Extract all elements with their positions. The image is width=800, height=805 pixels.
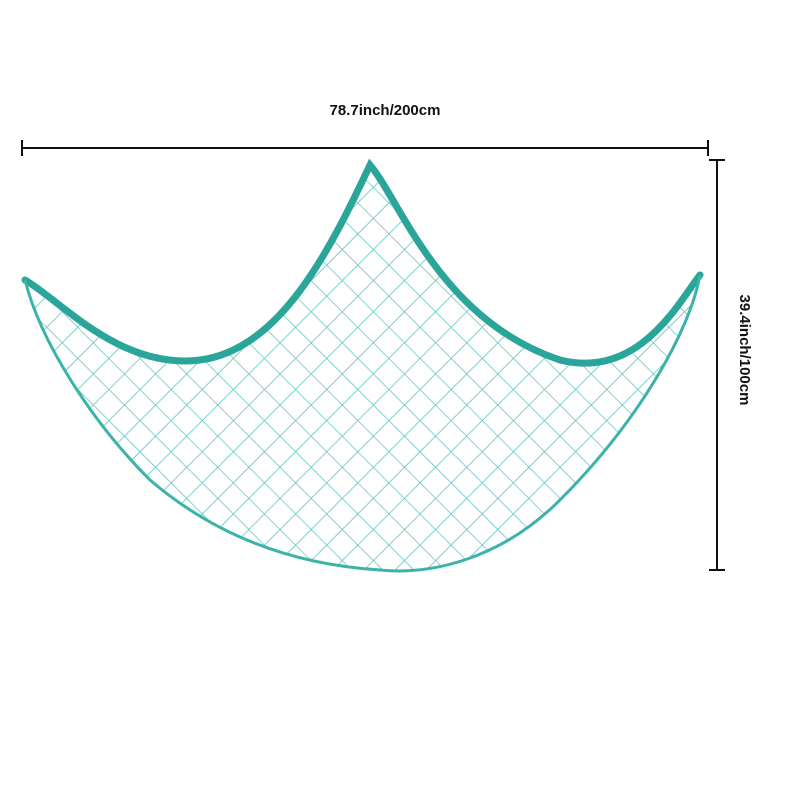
fishing-net [21, 158, 704, 573]
height-label: 39.4inch/100cm [736, 295, 753, 406]
height-dimension: 39.4inch/100cm [709, 159, 753, 571]
width-dimension: 78.7inch/200cm [21, 102, 709, 156]
width-label: 78.7inch/200cm [330, 102, 441, 119]
